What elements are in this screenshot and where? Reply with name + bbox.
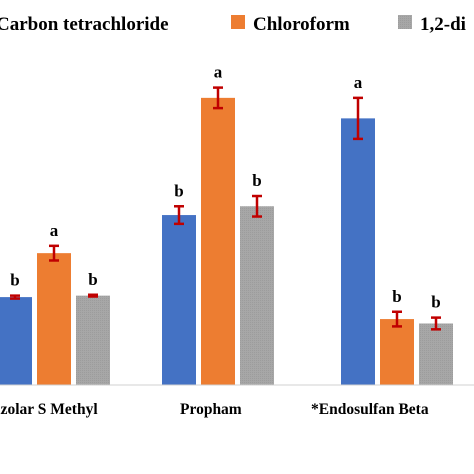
bar-1-series-0	[162, 215, 196, 385]
bar-0-series-0	[0, 297, 32, 385]
legend-swatch-series-2	[398, 15, 412, 29]
category-label-1: Propham	[180, 401, 242, 418]
legend-label-series-0: Carbon tetrachloride	[0, 14, 169, 35]
error-bar-2-series-1	[392, 310, 402, 328]
significance-label-1-series-2: b	[252, 171, 261, 190]
significance-label-1-series-0: b	[174, 181, 183, 200]
bar-1-series-2	[240, 206, 274, 385]
error-bar-1-series-0	[174, 205, 184, 226]
error-bar-1-series-1	[213, 86, 223, 110]
significance-label-1-series-1: a	[214, 63, 223, 82]
bar-2-series-0	[341, 118, 375, 386]
bar-0-series-2	[76, 295, 110, 385]
significance-label-2-series-2: b	[431, 293, 440, 312]
error-bars-group	[10, 86, 441, 331]
bar-1-series-1	[201, 97, 235, 386]
bar-2-series-2	[419, 323, 453, 385]
legend-label-series-1: Chloroform	[253, 14, 350, 35]
bars-group	[0, 97, 453, 386]
bar-2-series-1	[380, 319, 414, 385]
significance-label-2-series-1: b	[392, 287, 401, 306]
legend-label-series-2: 1,2-di	[420, 14, 466, 35]
significance-labels-group: b a b b a b a b b	[10, 63, 440, 312]
category-labels-group: nzolar S Methyl Propham *Endosulfan Beta	[0, 401, 429, 418]
error-bar-0-series-0	[10, 294, 20, 300]
category-label-2: *Endosulfan Beta	[311, 401, 429, 418]
legend: Carbon tetrachloride Chloroform 1,2-di	[0, 14, 466, 35]
error-bar-2-series-2	[431, 316, 441, 331]
error-bar-2-series-0	[353, 96, 363, 141]
legend-swatch-series-1	[231, 15, 245, 29]
bar-0-series-1	[37, 253, 71, 385]
significance-label-0-series-2: b	[88, 270, 97, 289]
significance-label-0-series-1: a	[50, 221, 59, 240]
significance-label-0-series-0: b	[10, 271, 19, 290]
significance-label-2-series-0: a	[354, 73, 363, 92]
error-bar-0-series-2	[88, 293, 98, 298]
category-label-0: nzolar S Methyl	[0, 401, 98, 418]
error-bar-0-series-1	[49, 244, 59, 262]
error-bar-1-series-2	[252, 194, 262, 218]
